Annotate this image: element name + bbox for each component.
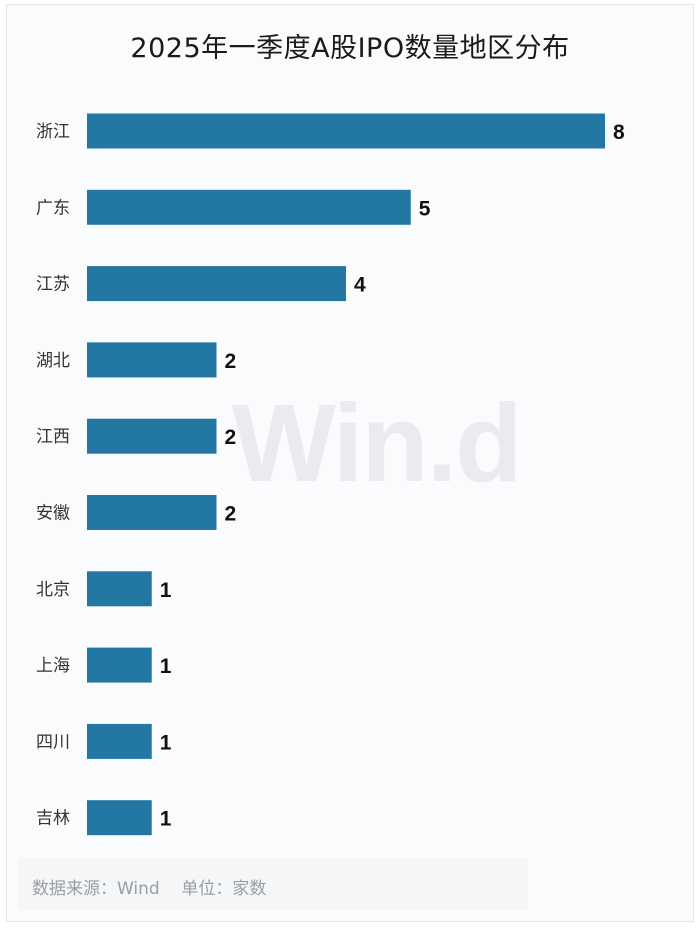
- bar: [87, 800, 152, 836]
- bar-value-label: 1: [160, 731, 172, 754]
- chart-footer: 数据来源：Wind 单位：家数: [32, 874, 266, 899]
- wind-watermark: Win.d: [232, 382, 522, 505]
- bar: [87, 647, 152, 683]
- category-label: 江西: [36, 427, 70, 447]
- source-note: 数据来源：Wind: [32, 879, 160, 899]
- category-label: 安徽: [36, 504, 70, 524]
- category-label: 上海: [36, 656, 70, 676]
- category-label: 吉林: [36, 809, 70, 829]
- bar-value-label: 1: [160, 579, 172, 602]
- chart-title: 2025年一季度A股IPO数量地区分布: [130, 33, 570, 64]
- bar-value-label: 8: [613, 121, 625, 144]
- bar-value-label: 1: [160, 655, 172, 678]
- bar-value-label: 1: [160, 808, 172, 831]
- bar: [87, 113, 605, 149]
- bar-value-label: 2: [225, 426, 237, 449]
- bar: [87, 342, 217, 378]
- category-label: 湖北: [36, 351, 70, 371]
- category-label: 四川: [36, 732, 70, 752]
- bar-value-label: 5: [419, 197, 431, 220]
- category-label: 江苏: [36, 275, 70, 295]
- unit-note: 单位：家数: [181, 879, 267, 899]
- category-label: 北京: [36, 580, 70, 600]
- bar: [87, 723, 152, 759]
- bar-value-label: 2: [225, 503, 237, 526]
- bar: [87, 418, 217, 454]
- bars-layer: 浙江 8 广东 5 江苏 4 湖北 2 江西 2 安徽 2 北京 1 上海 1 四川 1 吉林 1: [36, 113, 625, 836]
- chart-card: [6, 4, 694, 922]
- footer-background: [18, 858, 528, 910]
- bar: [87, 495, 217, 530]
- bar: [87, 571, 152, 607]
- bar-value-label: 4: [354, 274, 366, 297]
- bar: [87, 266, 346, 302]
- bar: [87, 189, 411, 225]
- category-label: 广东: [36, 198, 70, 218]
- bar-value-label: 2: [225, 350, 237, 373]
- category-label: 浙江: [36, 122, 70, 142]
